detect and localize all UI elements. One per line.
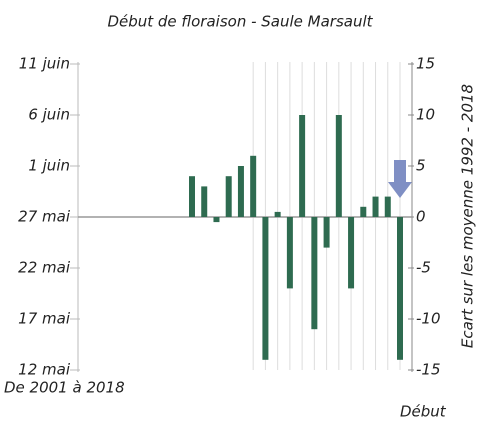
footnote: Début bbox=[400, 403, 447, 421]
bar bbox=[397, 217, 403, 360]
y-tick-label: 12 mai bbox=[18, 361, 71, 379]
y2-tick-label: 0 bbox=[416, 208, 426, 226]
bar bbox=[384, 196, 391, 217]
y2-tick-label: 15 bbox=[416, 55, 435, 73]
bar bbox=[213, 217, 220, 223]
y2-tick-label: 5 bbox=[416, 157, 426, 175]
bar bbox=[348, 217, 355, 289]
bar bbox=[360, 206, 367, 217]
y-tick-label: 17 mai bbox=[18, 310, 71, 328]
bar bbox=[372, 196, 379, 217]
bar bbox=[225, 176, 232, 217]
bar bbox=[189, 176, 195, 217]
y-tick-label: 22 mai bbox=[18, 259, 71, 277]
bar bbox=[286, 217, 293, 289]
y2-axis-title: Ecart sur les moyenne 1992 - 2018 bbox=[459, 84, 477, 348]
bar bbox=[335, 115, 342, 217]
bar bbox=[201, 186, 208, 217]
y-tick-label: 11 juin bbox=[19, 55, 70, 73]
y-tick-label: 27 mai bbox=[18, 208, 71, 226]
bar bbox=[262, 217, 269, 360]
bar bbox=[311, 217, 318, 330]
y-tick-label: 6 juin bbox=[28, 106, 70, 124]
y2-tick-label: -10 bbox=[416, 310, 441, 328]
arrow bbox=[388, 160, 412, 198]
y2-tick-label: 10 bbox=[416, 106, 435, 124]
y2-tick-label: -5 bbox=[416, 259, 431, 277]
bar bbox=[323, 217, 330, 248]
subtitle: De 2001 à 2018 bbox=[4, 379, 125, 397]
y-tick-label: 1 juin bbox=[28, 157, 70, 175]
bar bbox=[299, 115, 306, 217]
bar bbox=[250, 155, 257, 217]
y2-tick-label: -15 bbox=[416, 361, 441, 379]
bar bbox=[237, 166, 244, 217]
chart-title: Début de floraison - Saule Marsault bbox=[107, 13, 373, 31]
bar bbox=[274, 211, 281, 217]
